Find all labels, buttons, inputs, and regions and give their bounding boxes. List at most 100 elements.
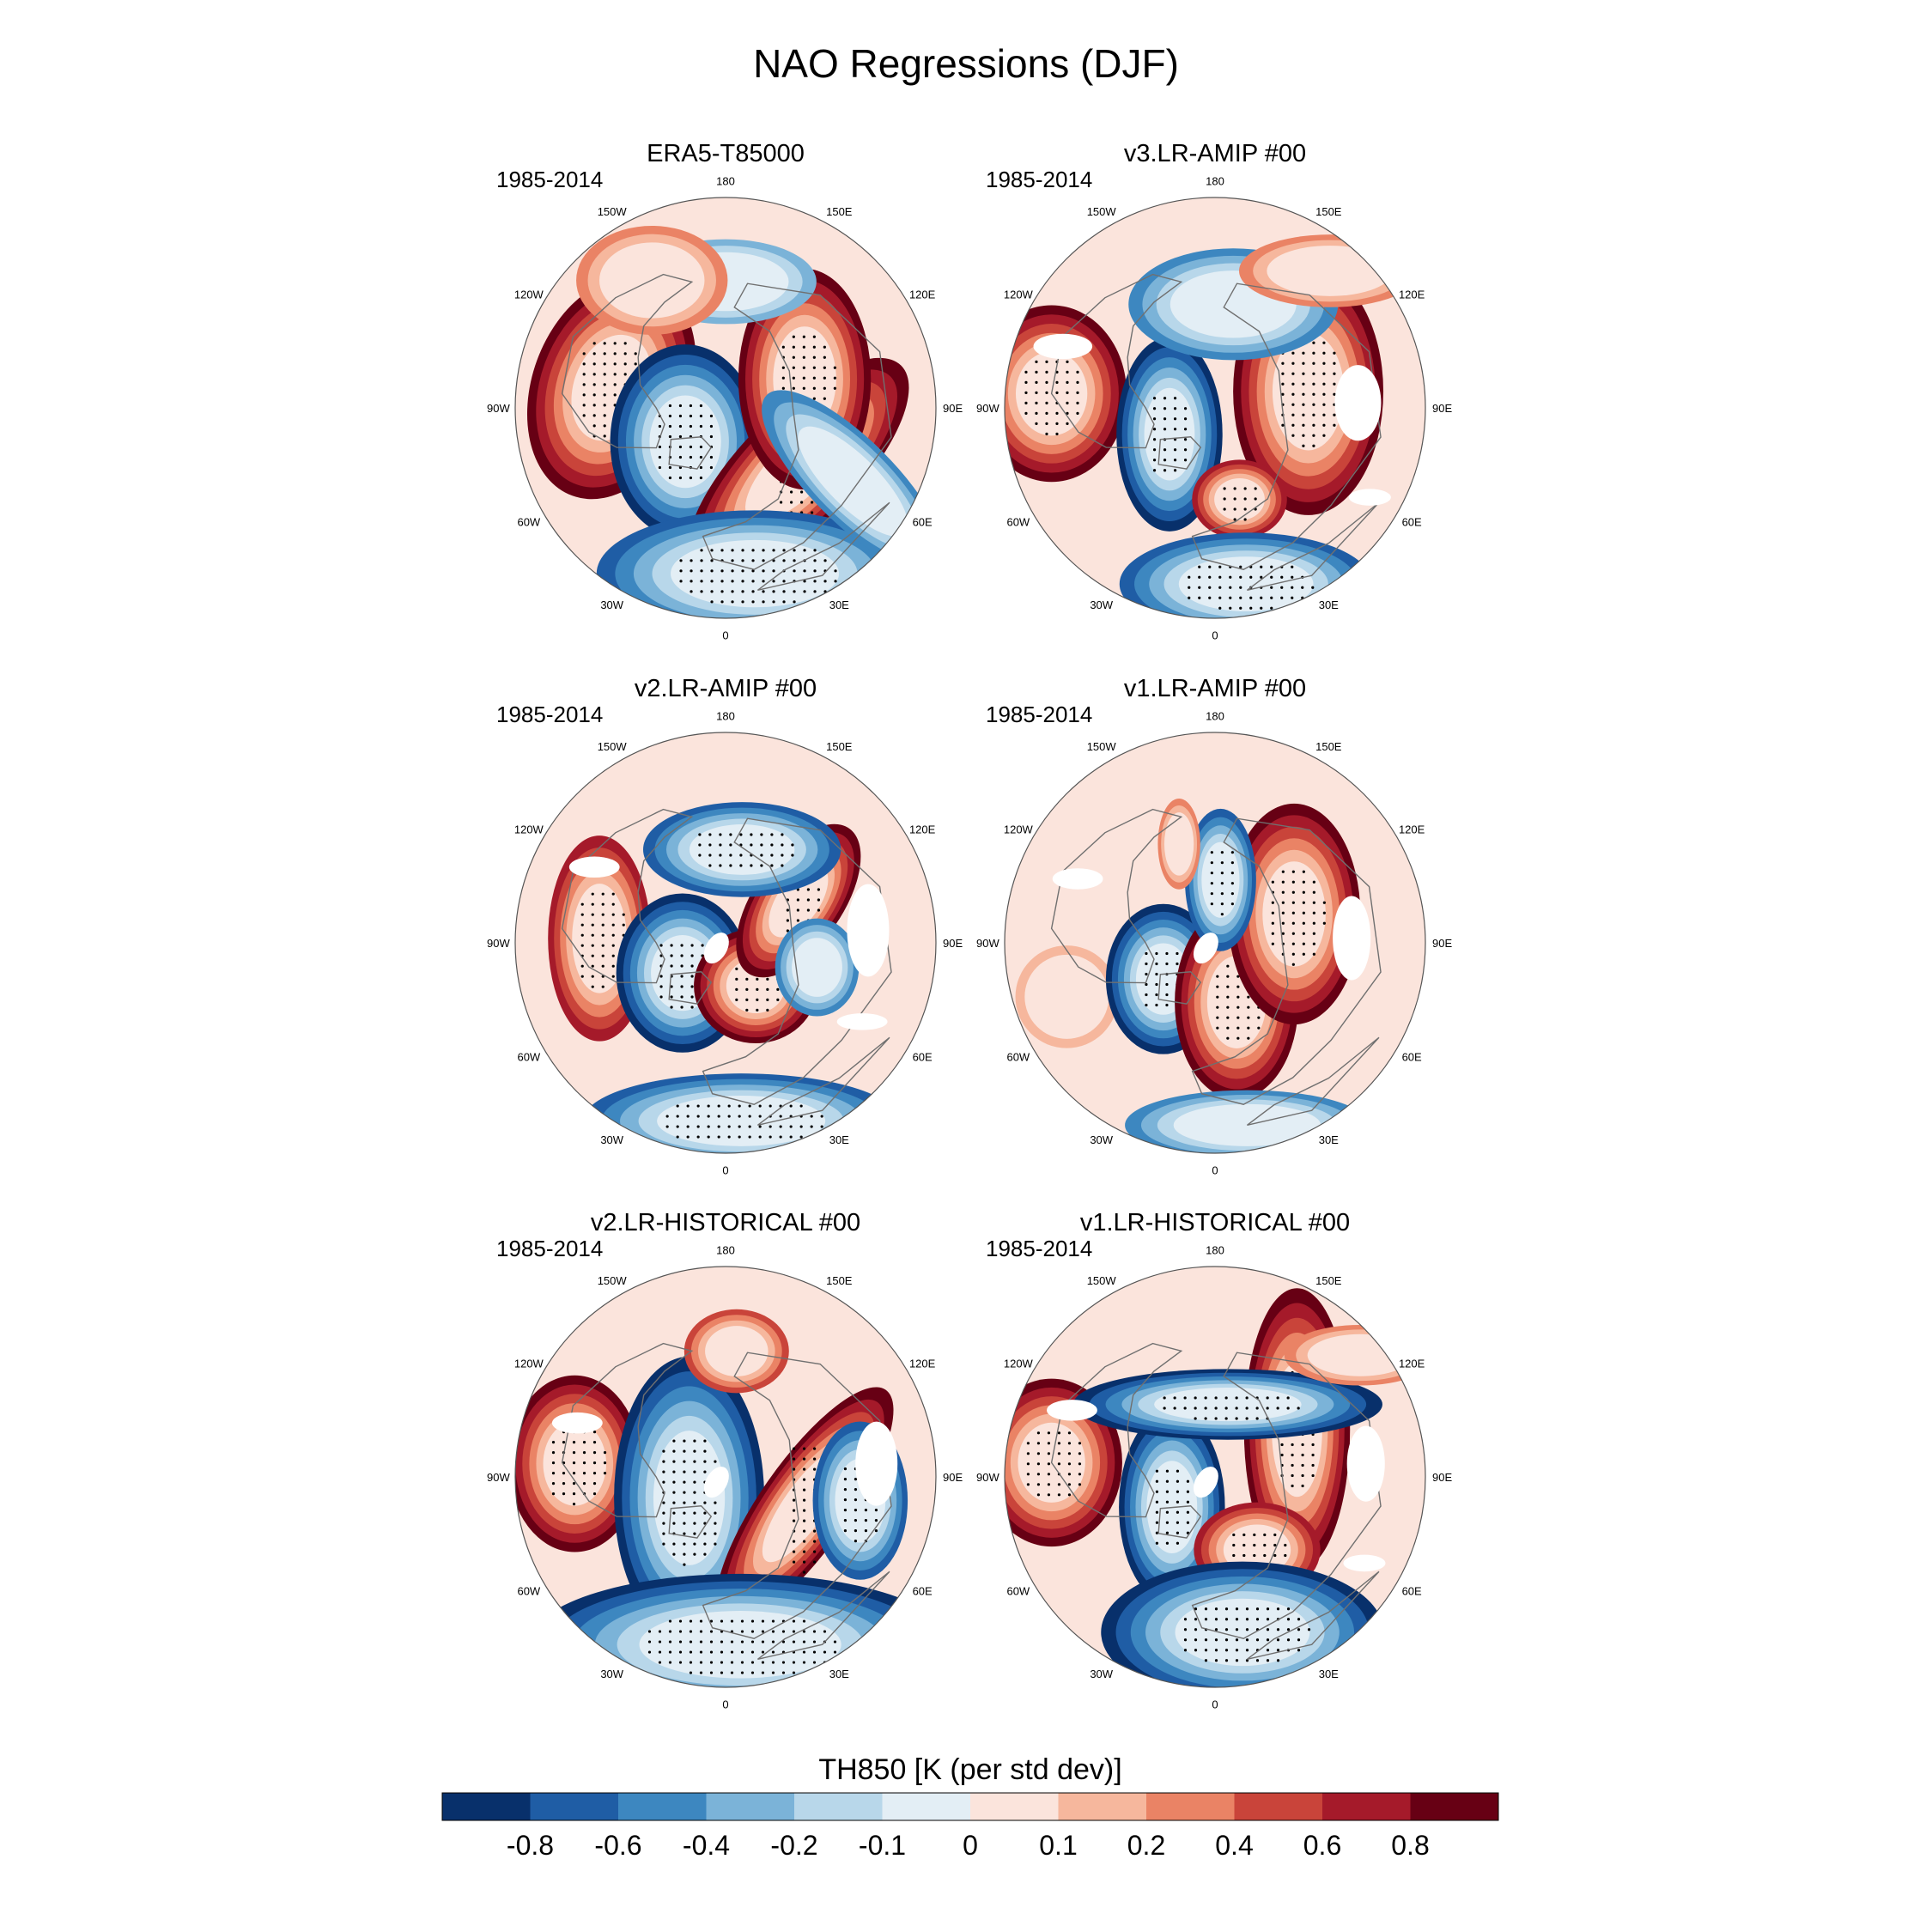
longitude-label: 120E — [909, 823, 936, 836]
panel-period: 1985-2014 — [986, 1236, 1092, 1261]
colorbar-swatch — [1058, 1793, 1146, 1820]
longitude-label: 120E — [1399, 823, 1425, 836]
longitude-label: 150W — [1087, 1274, 1117, 1287]
field-anomaly — [689, 824, 795, 875]
longitude-label: 30E — [829, 598, 849, 611]
longitude-label: 180 — [716, 1243, 735, 1256]
map-boundary — [1004, 1266, 1426, 1688]
colorbar-frame — [441, 1792, 1499, 1821]
coastline — [561, 1342, 694, 1518]
map-panel: v1.LR-AMIP #00 1985-2014 180 150E 120E 90E 60E… — [976, 675, 1452, 1177]
coastline — [1247, 1036, 1380, 1127]
longitude-label: 90W — [976, 937, 999, 950]
longitude-label: 120E — [909, 1358, 936, 1370]
longitude-label: 120E — [1399, 1358, 1425, 1370]
field-anomaly — [653, 1431, 726, 1565]
colorbar-tick-label: -0.1 — [859, 1830, 906, 1861]
map-boundary — [514, 1266, 937, 1688]
longitude-label: 60W — [1006, 1584, 1030, 1597]
longitude-label: 90W — [487, 402, 510, 415]
coastline — [757, 1571, 890, 1661]
colorbar-tick-label: -0.6 — [594, 1830, 641, 1861]
coastline — [668, 436, 713, 470]
coastline — [757, 501, 890, 592]
map-boundary — [1004, 732, 1426, 1154]
longitude-label: 0 — [1212, 629, 1218, 642]
colorbar-tick-label: 0 — [963, 1830, 978, 1861]
longitude-label: 60W — [1006, 1050, 1030, 1063]
panel-period: 1985-2014 — [986, 702, 1092, 727]
colorbar-tick-label: 0.2 — [1127, 1830, 1165, 1861]
main-title: NAO Regressions (DJF) — [753, 41, 1179, 86]
longitude-label: 30E — [1319, 1133, 1339, 1146]
longitude-label: 150E — [826, 1274, 853, 1287]
missing-data — [1334, 365, 1382, 441]
longitude-label: 0 — [722, 1698, 728, 1711]
colorbar-swatch — [970, 1793, 1059, 1820]
missing-data — [836, 1013, 888, 1030]
longitude-label: 120W — [1004, 289, 1034, 301]
missing-data — [551, 1412, 603, 1434]
longitude-label: 90E — [1432, 1471, 1452, 1484]
colorbar-labels: -0.8 -0.6 -0.4 -0.2 -0.1 0 0.1 0.2 0.4 0.6 0.8 — [507, 1830, 1430, 1861]
colorbar-swatch — [1322, 1793, 1411, 1820]
longitude-label: 30E — [829, 1133, 849, 1146]
map-boundary — [1004, 197, 1426, 619]
field-anomaly — [1272, 332, 1345, 451]
map-field — [1005, 1267, 1425, 1687]
missing-data — [1348, 489, 1391, 506]
longitude-label: 90E — [1432, 937, 1452, 950]
coastline — [1050, 1342, 1183, 1518]
missing-data — [703, 933, 729, 964]
longitude-label: 60E — [1402, 1050, 1422, 1063]
longitude-label: 0 — [1212, 1164, 1218, 1177]
missing-data — [847, 884, 890, 977]
field-anomaly — [639, 1611, 841, 1679]
panel-period: 1985-2014 — [496, 1236, 603, 1261]
field-anomaly — [1267, 246, 1394, 296]
colorbar-swatch — [530, 1793, 618, 1820]
longitude-label: 0 — [722, 629, 728, 642]
significance-stipple — [1216, 964, 1261, 1040]
longitude-label: 60E — [1402, 515, 1422, 528]
coastline — [702, 1352, 892, 1639]
map-field — [1005, 197, 1425, 618]
field-anomaly — [1178, 556, 1314, 611]
longitude-label: 120W — [1004, 1358, 1034, 1370]
longitude-label: 180 — [1206, 174, 1224, 187]
missing-data — [855, 1421, 898, 1506]
longitude-label: 180 — [1206, 1243, 1224, 1256]
longitude-label: 30E — [829, 1668, 849, 1680]
longitude-label: 30W — [1090, 598, 1113, 611]
significance-stipple — [1152, 397, 1188, 472]
missing-data — [1193, 933, 1218, 964]
longitude-label: 60E — [913, 1584, 933, 1597]
coastline — [1191, 1352, 1382, 1639]
field-anomaly — [1201, 841, 1240, 918]
colorbar-tick-label: 0.6 — [1303, 1830, 1341, 1861]
colorbar-swatch — [706, 1793, 794, 1820]
map-field — [515, 732, 936, 1153]
longitude-label: 150W — [1087, 740, 1117, 753]
panel-title: v2.LR-AMIP #00 — [635, 675, 817, 702]
map-panel: ERA5-T85000 1985-2014 180 150E 120E 90E 60E 30E… — [487, 140, 963, 642]
significance-stipple — [1155, 1469, 1190, 1545]
coastline — [1191, 283, 1382, 570]
longitude-label: 30W — [600, 1668, 623, 1680]
longitude-label: 180 — [716, 174, 735, 187]
longitude-label: 90W — [976, 1471, 999, 1484]
longitude-label: 30E — [1319, 598, 1339, 611]
missing-data — [1193, 1467, 1218, 1498]
colorbar-tick-label: -0.2 — [770, 1830, 817, 1861]
longitude-label: 90E — [943, 937, 963, 950]
longitude-label: 30W — [1090, 1133, 1113, 1146]
coastline — [1050, 273, 1183, 449]
field-anomaly — [1175, 1598, 1310, 1667]
map-panel: v3.LR-AMIP #00 1985-2014 180 150E 120E 90E 60E… — [976, 140, 1452, 642]
longitude-label: 180 — [716, 709, 735, 722]
coastline — [668, 1505, 713, 1539]
colorbar-boxes — [441, 1792, 1499, 1821]
longitude-label: 60W — [517, 1050, 540, 1063]
